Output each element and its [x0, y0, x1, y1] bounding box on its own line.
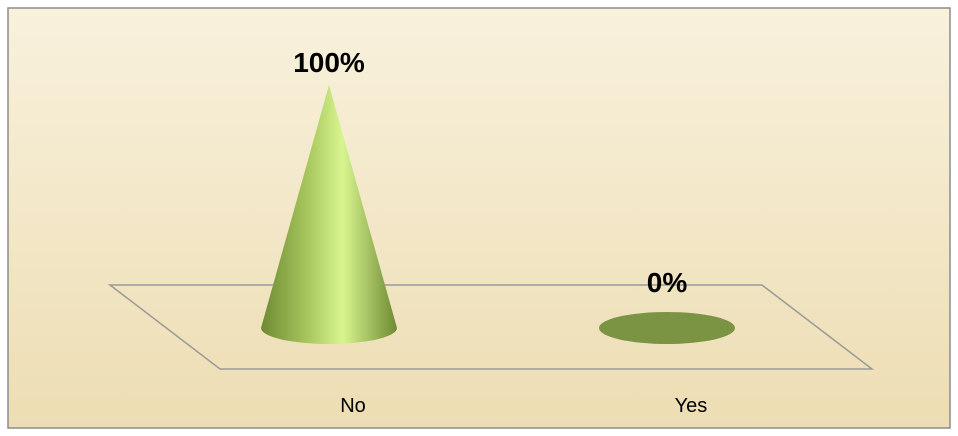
chart-labels: 100% No 0% Yes: [293, 47, 707, 417]
cone-no: [261, 85, 397, 344]
chart-floor: [107, 284, 875, 370]
data-label-no: 100%: [293, 47, 365, 78]
category-label-yes: Yes: [675, 395, 708, 417]
chart-marks: [261, 85, 735, 344]
data-label-yes: 0%: [647, 267, 688, 298]
chart-border: [7, 7, 951, 429]
chart-background: [8, 8, 950, 428]
cone-base-yes: [599, 312, 735, 344]
category-label-no: No: [340, 395, 366, 417]
